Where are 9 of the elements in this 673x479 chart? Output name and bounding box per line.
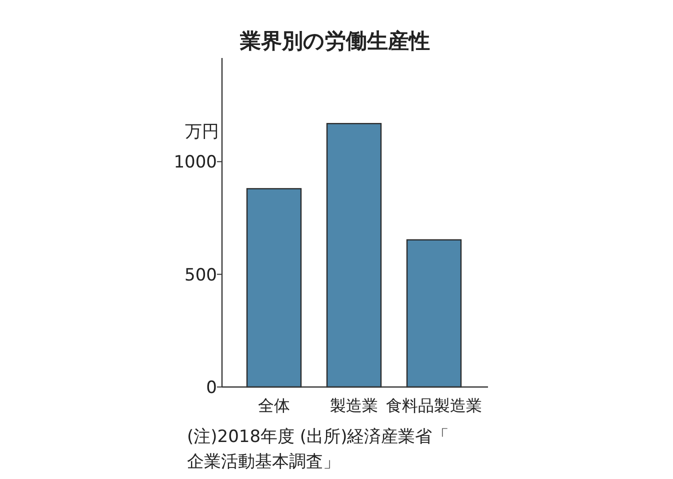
- text: (注)2018年度 (出所)経済産業省「企業活動基本調査」: [187, 427, 450, 472]
- y-tick-label: 1000: [174, 152, 217, 173]
- x-tick-label: 食料品製造業: [386, 396, 482, 415]
- chart-title: 業界別の労働生産性: [239, 29, 430, 53]
- y-axis-title: 万円: [185, 122, 219, 142]
- x-tick-label: 製造業: [330, 396, 378, 415]
- y-tick-label: 0: [206, 378, 217, 398]
- y-tick-label: 500: [184, 265, 217, 286]
- x-tick-label: 全体: [258, 396, 290, 415]
